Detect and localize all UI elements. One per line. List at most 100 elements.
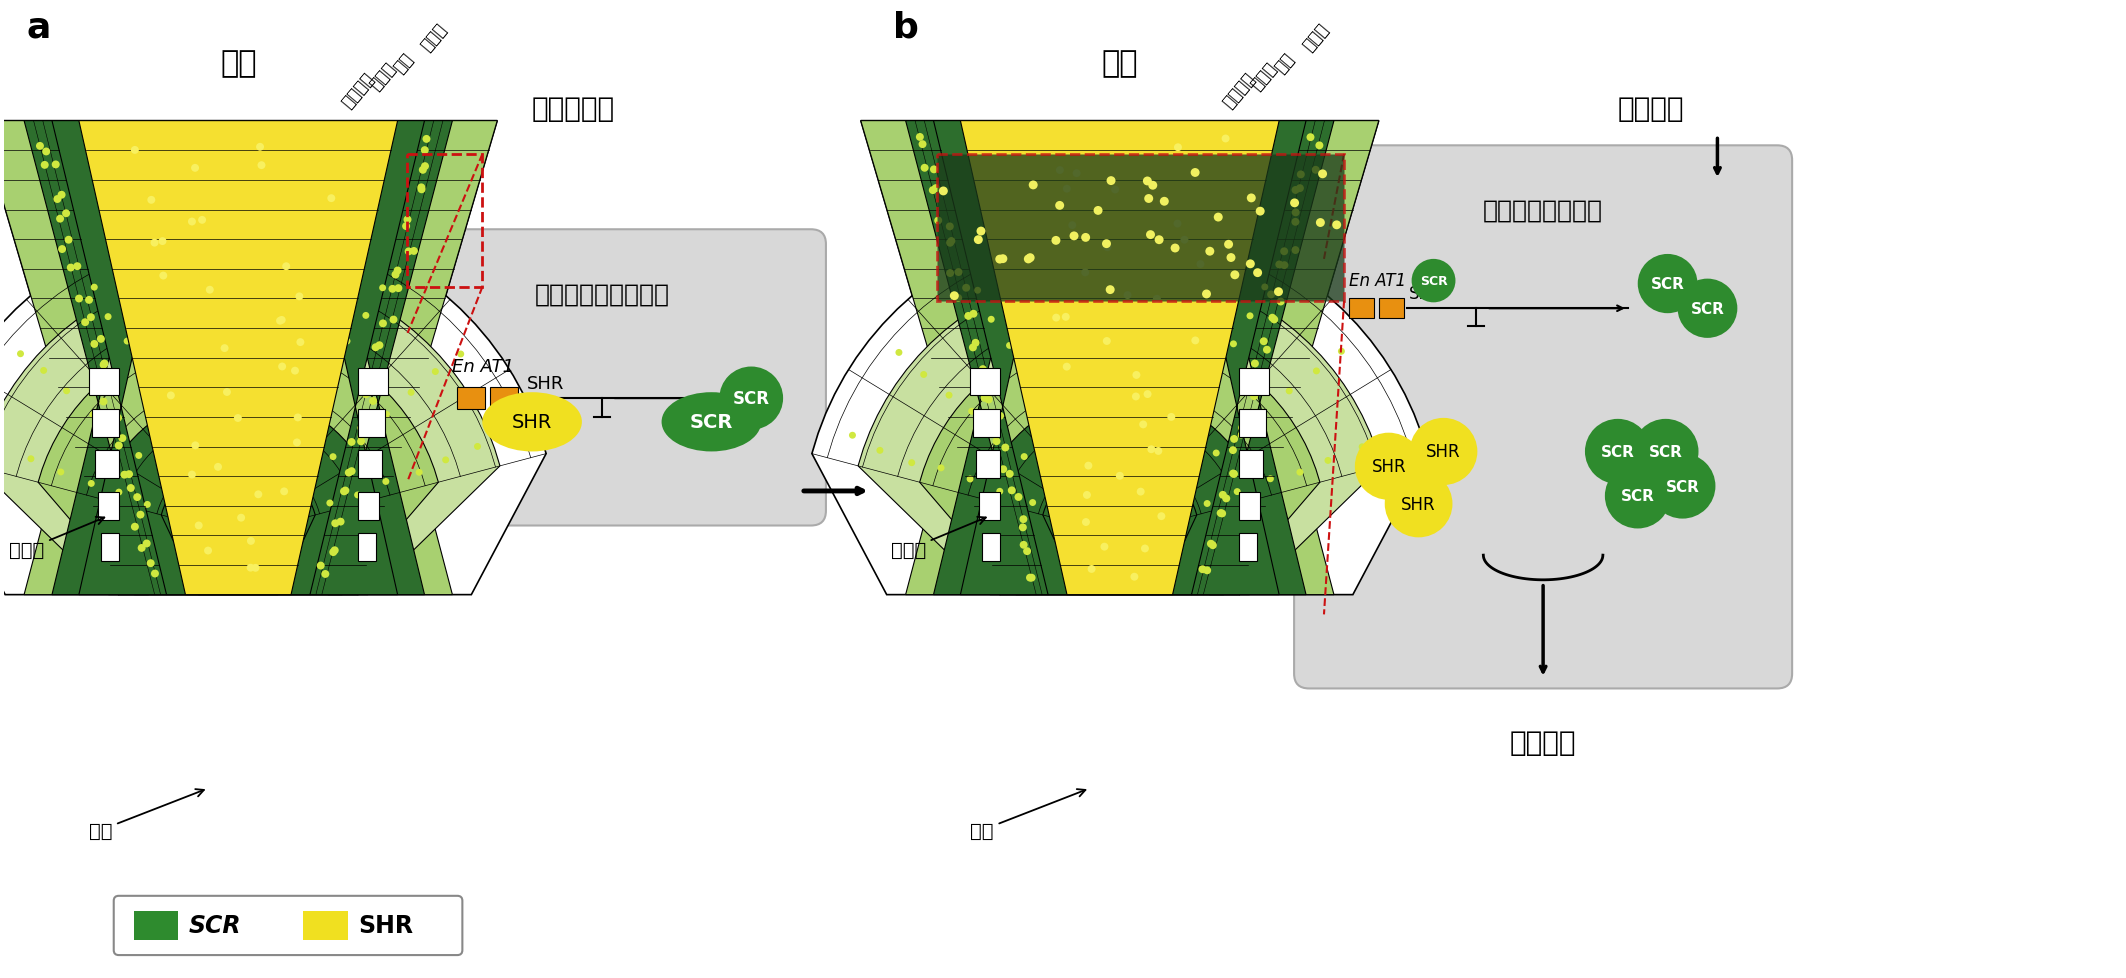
Circle shape [1167, 414, 1176, 422]
Circle shape [198, 217, 206, 225]
Circle shape [408, 389, 415, 396]
Circle shape [848, 432, 857, 439]
Circle shape [1152, 295, 1161, 303]
Circle shape [87, 314, 96, 322]
Circle shape [359, 421, 368, 428]
Circle shape [17, 351, 23, 358]
Circle shape [72, 263, 81, 271]
Circle shape [255, 491, 261, 499]
Circle shape [980, 394, 989, 402]
Circle shape [1246, 195, 1256, 203]
Circle shape [100, 362, 108, 370]
Circle shape [955, 269, 963, 277]
Circle shape [51, 161, 60, 169]
Circle shape [125, 470, 134, 478]
Bar [1380, 299, 1403, 319]
Polygon shape [38, 331, 438, 595]
Circle shape [330, 549, 338, 556]
Circle shape [410, 247, 419, 255]
Text: SCR: SCR [189, 913, 240, 938]
Circle shape [895, 349, 901, 357]
Circle shape [1084, 463, 1093, 470]
Circle shape [159, 238, 166, 245]
Text: SHR: SHR [512, 413, 553, 432]
Polygon shape [79, 121, 398, 595]
Text: SCR: SCR [689, 413, 733, 432]
Circle shape [1276, 261, 1284, 269]
Circle shape [1054, 201, 1065, 210]
Circle shape [993, 438, 1001, 446]
Circle shape [967, 409, 976, 416]
Circle shape [1359, 444, 1365, 451]
Circle shape [1029, 181, 1037, 190]
Text: En AT1: En AT1 [453, 358, 514, 376]
Circle shape [1231, 435, 1237, 443]
Circle shape [247, 564, 255, 572]
Circle shape [74, 295, 83, 303]
Text: a: a [26, 11, 51, 45]
Text: SHR: SHR [1427, 443, 1461, 461]
Circle shape [1261, 338, 1267, 346]
Circle shape [1263, 346, 1271, 354]
Circle shape [1278, 298, 1284, 306]
Text: SHR: SHR [357, 913, 412, 938]
Circle shape [1076, 315, 1084, 322]
Circle shape [1212, 450, 1220, 457]
Circle shape [1025, 254, 1035, 263]
Circle shape [1133, 372, 1140, 379]
Circle shape [1197, 261, 1205, 269]
Text: 共生信号: 共生信号 [1618, 95, 1684, 123]
Polygon shape [0, 220, 546, 595]
Circle shape [1225, 241, 1233, 249]
Circle shape [215, 464, 221, 471]
Polygon shape [1191, 121, 1333, 595]
Circle shape [1146, 378, 1152, 384]
Circle shape [142, 540, 151, 548]
Circle shape [421, 163, 429, 171]
Circle shape [946, 223, 955, 231]
Circle shape [111, 430, 119, 437]
Circle shape [1633, 420, 1699, 484]
Circle shape [119, 435, 125, 443]
Circle shape [1161, 198, 1169, 206]
Circle shape [395, 285, 402, 292]
Circle shape [1222, 495, 1231, 503]
Circle shape [106, 385, 113, 394]
Circle shape [330, 369, 338, 376]
Circle shape [976, 228, 986, 237]
Text: 内皮层: 内皮层 [366, 60, 400, 94]
Circle shape [1144, 391, 1152, 399]
Circle shape [965, 313, 972, 321]
FancyBboxPatch shape [1295, 146, 1792, 689]
Polygon shape [1239, 534, 1256, 561]
Circle shape [946, 240, 955, 247]
Circle shape [1280, 262, 1288, 270]
Circle shape [361, 313, 370, 320]
Text: En AT1: En AT1 [1348, 271, 1405, 289]
Circle shape [1201, 290, 1212, 299]
Circle shape [1140, 421, 1148, 429]
Polygon shape [23, 121, 166, 595]
Circle shape [1203, 501, 1210, 508]
Circle shape [166, 392, 174, 400]
Text: SCR: SCR [1690, 301, 1724, 317]
Circle shape [378, 320, 387, 328]
Circle shape [1082, 518, 1091, 526]
Circle shape [1333, 221, 1342, 230]
Circle shape [251, 437, 257, 445]
Circle shape [1316, 142, 1322, 151]
Circle shape [978, 366, 986, 374]
Circle shape [151, 570, 159, 578]
Polygon shape [938, 155, 1344, 301]
Circle shape [1650, 454, 1716, 519]
Circle shape [1148, 182, 1157, 191]
Circle shape [98, 335, 104, 343]
Polygon shape [859, 268, 1382, 595]
Bar [491, 388, 519, 410]
Polygon shape [1210, 121, 1380, 595]
Text: SCR: SCR [1601, 444, 1635, 460]
Circle shape [266, 378, 272, 385]
Text: 侧根冠: 侧根冠 [891, 517, 986, 559]
Polygon shape [976, 451, 999, 478]
Bar [457, 388, 485, 410]
